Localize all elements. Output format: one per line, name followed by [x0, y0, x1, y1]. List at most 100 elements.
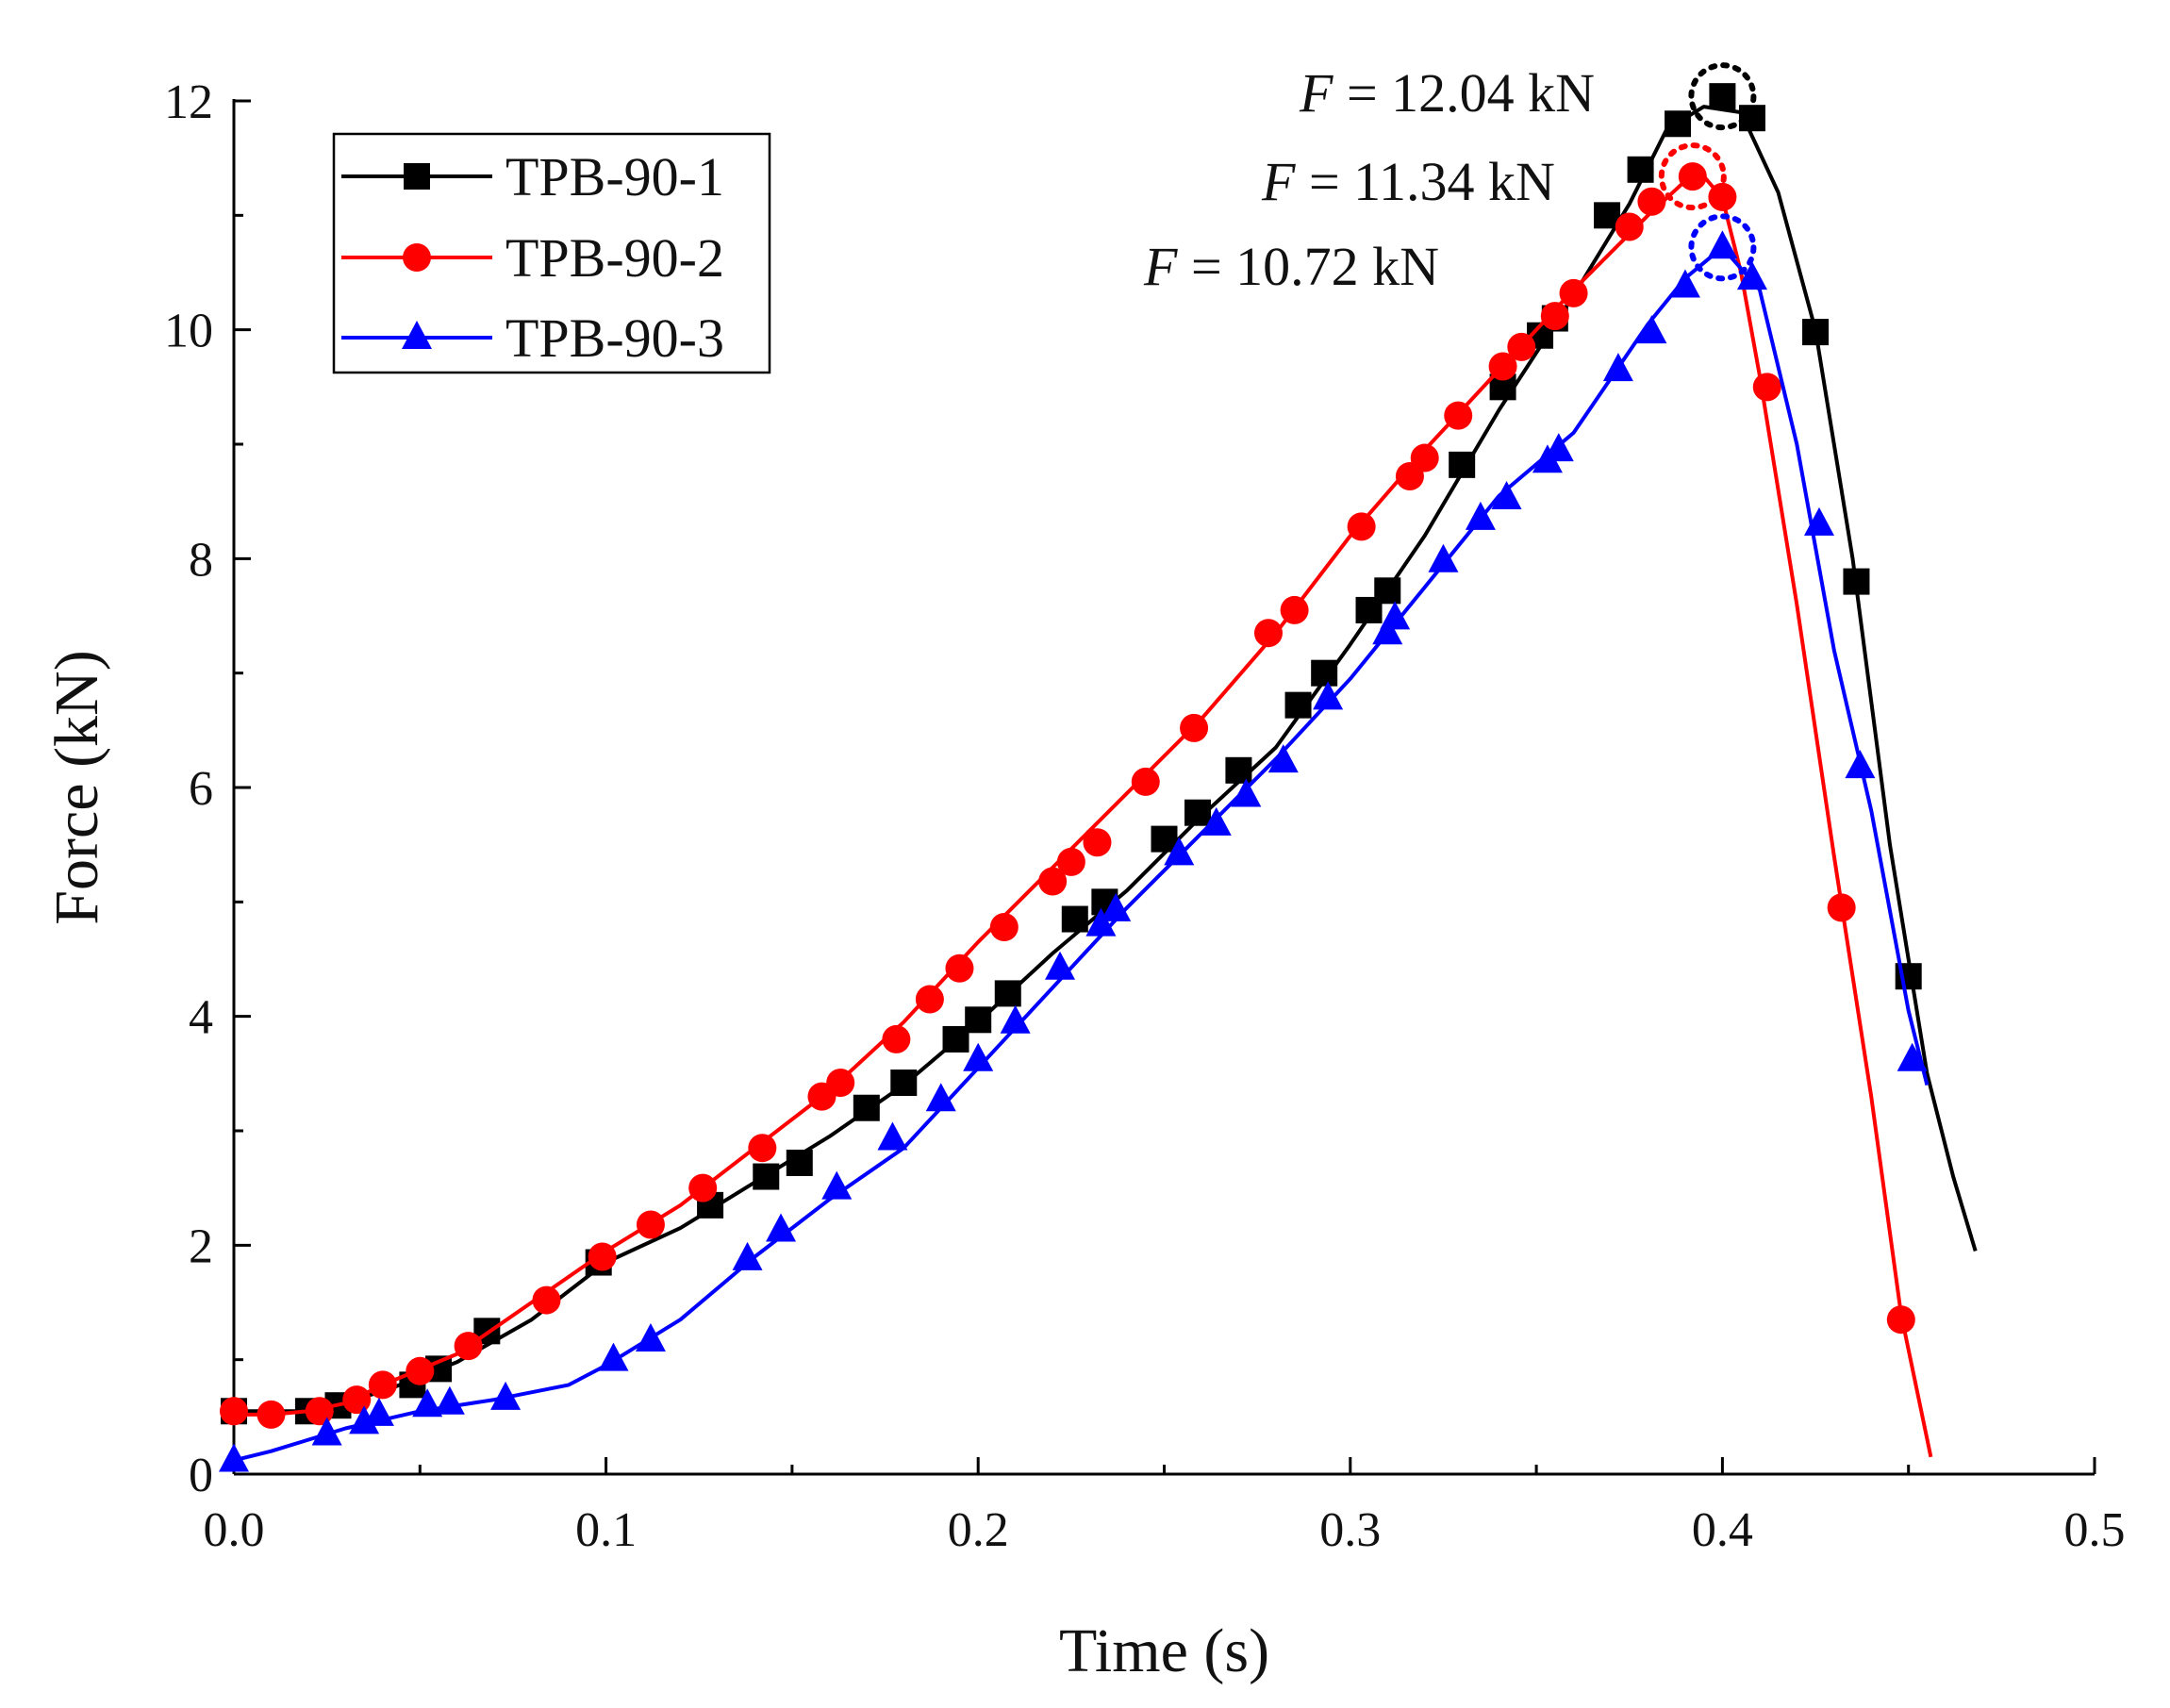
data-point	[1491, 481, 1522, 510]
data-point	[1083, 828, 1112, 857]
data-point	[1708, 182, 1737, 211]
data-point	[748, 1134, 777, 1163]
data-point	[942, 1025, 969, 1053]
data-point	[1061, 905, 1088, 933]
data-point	[1311, 659, 1338, 687]
y-tick-label: 4	[189, 991, 213, 1045]
peak-marker-1	[1688, 62, 1757, 131]
data-point	[989, 913, 1019, 942]
data-point	[1827, 893, 1856, 922]
data-point	[821, 1170, 853, 1200]
data-point	[434, 1385, 465, 1415]
data-point	[1845, 750, 1876, 779]
series-2	[220, 162, 1933, 1458]
data-point	[342, 1385, 372, 1415]
data-point	[1380, 601, 1411, 630]
data-point	[1253, 619, 1283, 648]
data-point	[1184, 799, 1212, 826]
data-point	[1897, 1042, 1928, 1071]
data-point	[925, 1083, 956, 1112]
x-tick-label: 0.2	[948, 1503, 1009, 1557]
data-point	[490, 1381, 522, 1410]
data-point	[219, 1443, 249, 1472]
series-3	[219, 230, 1930, 1472]
data-point	[1707, 230, 1738, 259]
series-layer	[219, 83, 1978, 1472]
data-point	[598, 1342, 629, 1371]
data-point	[826, 1069, 855, 1098]
data-point	[532, 1285, 561, 1315]
data-point	[257, 1400, 286, 1429]
data-point	[1602, 353, 1633, 382]
data-point	[1101, 892, 1132, 921]
legend-marker-1	[404, 163, 430, 190]
data-point	[890, 1070, 918, 1097]
data-point	[1313, 681, 1344, 710]
data-point	[766, 1213, 797, 1242]
legend-item-1: TPB-90-1	[341, 146, 724, 207]
data-point	[994, 980, 1021, 1007]
legend-label-2: TPB-90-2	[505, 227, 724, 289]
y-tick-label: 0	[189, 1449, 213, 1502]
peak-label-3: F = 10.72 kN	[1143, 236, 1439, 297]
legend-marker-2	[403, 243, 431, 272]
peak-label-1: F = 12.04 kN	[1299, 62, 1595, 124]
data-point	[588, 1242, 617, 1271]
data-point	[635, 1323, 666, 1352]
legend-label-1: TPB-90-1	[505, 146, 724, 207]
data-point	[915, 985, 944, 1014]
data-point	[406, 1356, 435, 1385]
data-point	[1201, 806, 1232, 836]
data-point	[1164, 837, 1195, 866]
data-point	[965, 1006, 992, 1034]
data-point	[1449, 451, 1476, 478]
data-point	[945, 953, 974, 983]
data-point	[1225, 756, 1252, 784]
x-tick-label: 0.1	[575, 1503, 637, 1557]
data-point	[1637, 187, 1666, 216]
data-point	[1709, 83, 1736, 110]
data-point	[412, 1388, 443, 1418]
data-point	[877, 1121, 908, 1151]
x-tick-label: 0.0	[204, 1503, 265, 1557]
data-point	[311, 1417, 342, 1446]
y-tick-label: 10	[164, 305, 213, 358]
y-axis-title: Force (kN)	[42, 650, 111, 924]
data-point	[1736, 261, 1767, 290]
x-tick-label: 0.4	[1692, 1503, 1753, 1557]
series-line-3	[233, 245, 1930, 1463]
data-point	[1410, 443, 1439, 473]
data-point	[1374, 577, 1401, 605]
x-axis-title: Time (s)	[1059, 1617, 1269, 1685]
data-point	[1465, 501, 1496, 530]
data-point	[1131, 767, 1160, 796]
data-point	[853, 1094, 880, 1121]
data-point	[1151, 825, 1178, 853]
data-point	[305, 1397, 334, 1426]
data-point	[1540, 302, 1569, 331]
data-point	[688, 1173, 718, 1202]
data-point	[1045, 951, 1076, 980]
legend-label-3: TPB-90-3	[505, 307, 724, 369]
data-point	[454, 1332, 483, 1361]
data-point	[1267, 744, 1299, 773]
data-point	[1284, 691, 1312, 719]
data-point	[1038, 867, 1068, 896]
x-tick-label: 0.5	[2064, 1503, 2126, 1557]
data-point	[1627, 156, 1654, 183]
data-point	[882, 1024, 911, 1053]
data-point	[1543, 433, 1574, 462]
peak-marker-3	[1688, 213, 1757, 282]
data-point	[636, 1210, 665, 1239]
data-point	[1488, 352, 1517, 381]
data-point	[1665, 110, 1692, 138]
data-point	[1802, 319, 1830, 346]
data-point	[1056, 847, 1085, 876]
data-point	[1669, 269, 1700, 298]
data-point	[1886, 1305, 1915, 1335]
y-tick-label: 6	[189, 762, 213, 816]
data-point	[220, 1397, 248, 1426]
data-point	[1559, 278, 1588, 307]
legend-item-2: TPB-90-2	[341, 227, 724, 289]
